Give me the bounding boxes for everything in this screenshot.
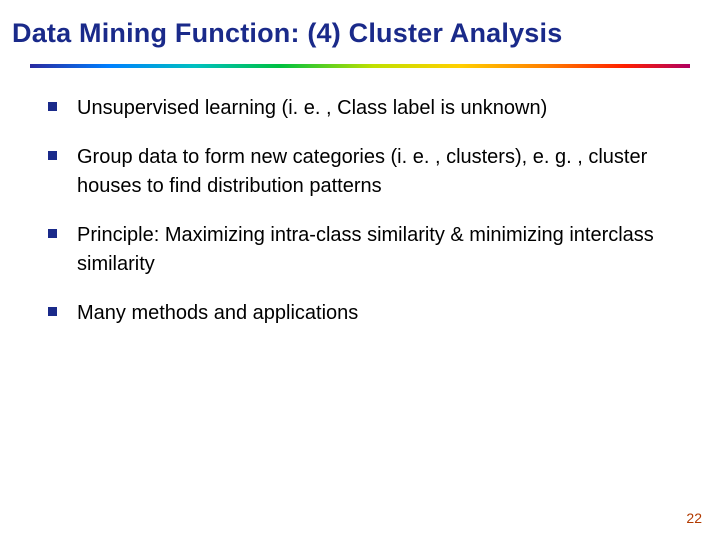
bullet-item: Unsupervised learning (i. e. , Class lab… xyxy=(48,94,680,123)
bullet-item: Many methods and applications xyxy=(48,299,680,328)
bullet-text: Unsupervised learning (i. e. , Class lab… xyxy=(77,94,680,123)
square-bullet-icon xyxy=(48,151,57,160)
bullet-item: Principle: Maximizing intra-class simila… xyxy=(48,221,680,279)
bullet-text: Many methods and applications xyxy=(77,299,680,328)
square-bullet-icon xyxy=(48,307,57,316)
rainbow-divider xyxy=(30,64,690,68)
slide-title: Data Mining Function: (4) Cluster Analys… xyxy=(12,18,708,49)
bullet-text: Principle: Maximizing intra-class simila… xyxy=(77,221,680,279)
square-bullet-icon xyxy=(48,229,57,238)
bullet-item: Group data to form new categories (i. e.… xyxy=(48,143,680,201)
page-number: 22 xyxy=(686,510,702,526)
bullet-list: Unsupervised learning (i. e. , Class lab… xyxy=(48,94,680,348)
bullet-text: Group data to form new categories (i. e.… xyxy=(77,143,680,201)
square-bullet-icon xyxy=(48,102,57,111)
